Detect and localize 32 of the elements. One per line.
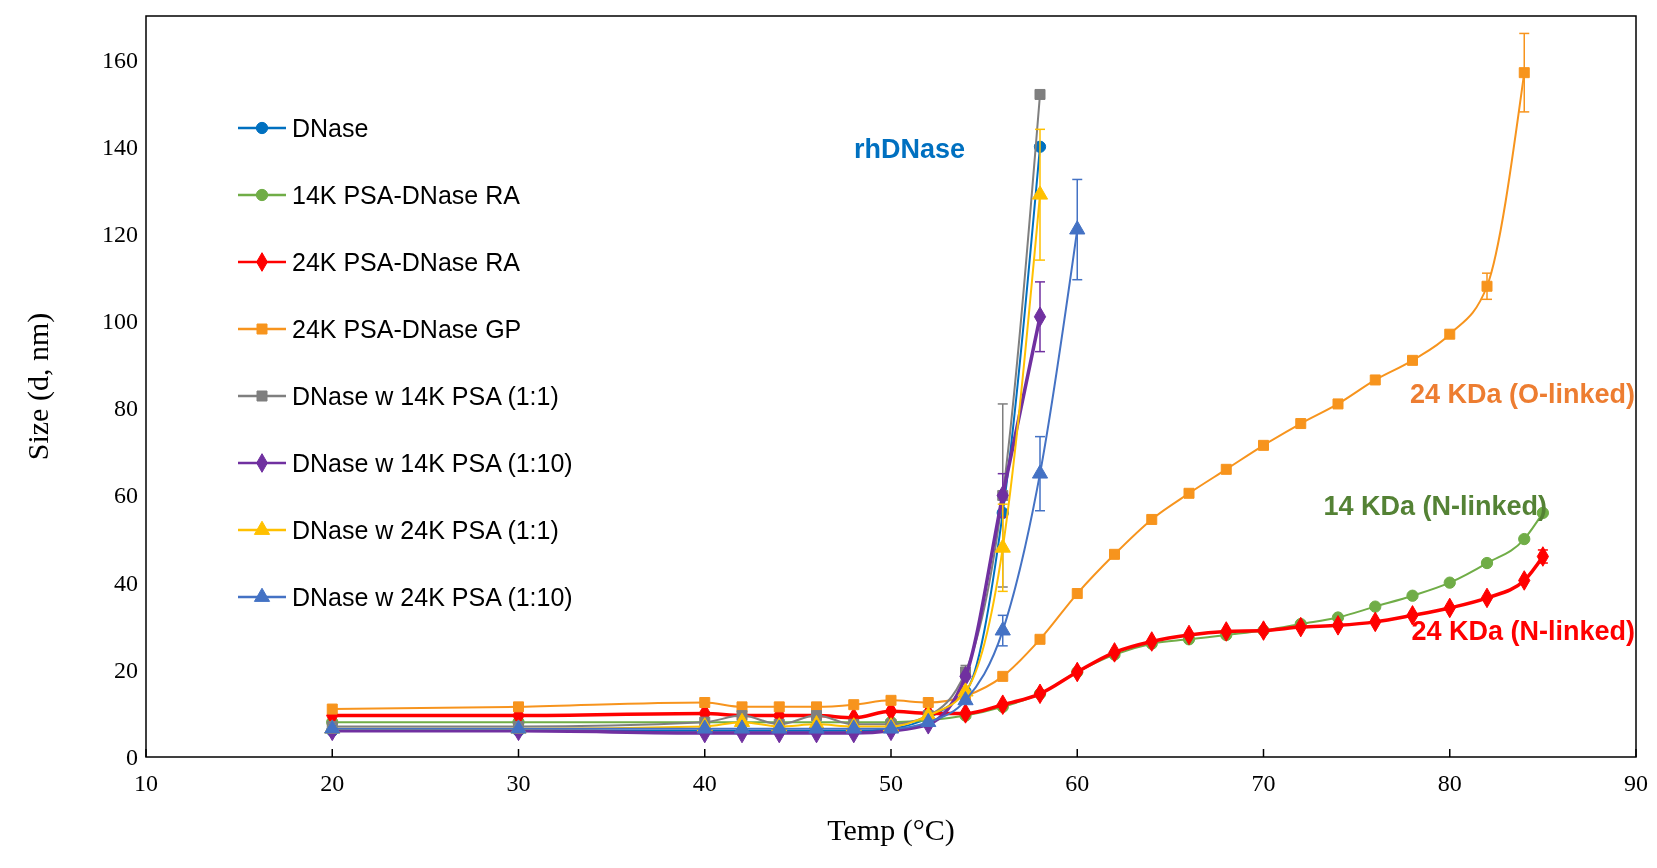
x-tick-label: 60 xyxy=(1065,770,1090,796)
y-tick-label: 40 xyxy=(114,569,138,596)
x-axis-title: Temp (°C) xyxy=(827,813,955,847)
x-tick-label: 90 xyxy=(1624,770,1648,796)
x-tick-label: 70 xyxy=(1251,770,1276,796)
y-tick-label: 80 xyxy=(114,395,138,422)
legend-label: DNase w 24K PSA (1:10) xyxy=(292,583,573,611)
legend-label: DNase w 24K PSA (1:1) xyxy=(292,516,559,544)
y-tick-label: 0 xyxy=(126,744,138,770)
x-tick-label: 50 xyxy=(879,770,903,796)
x-tick-label: 10 xyxy=(134,770,158,796)
legend-label: DNase xyxy=(292,114,369,142)
y-tick-label: 120 xyxy=(102,220,138,247)
y-tick-label: 20 xyxy=(114,656,138,683)
annotation: 24 KDa (O-linked) xyxy=(1409,379,1635,409)
y-axis-title: Size (d, nm) xyxy=(21,312,55,461)
x-tick-label: 30 xyxy=(506,770,531,796)
annotation: 24 KDa (N-linked) xyxy=(1411,616,1635,646)
y-tick-label: 140 xyxy=(102,133,138,160)
x-tick-label: 80 xyxy=(1437,770,1462,796)
legend-label: 14K PSA-DNase RA xyxy=(292,181,521,209)
annotation: rhDNase xyxy=(853,134,965,164)
y-tick-label: 160 xyxy=(102,46,138,73)
y-tick-label: 60 xyxy=(114,482,138,509)
x-tick-label: 20 xyxy=(320,770,345,796)
y-tick-label: 100 xyxy=(102,308,138,335)
legend-label: DNase w 14K PSA (1:10) xyxy=(292,449,573,477)
x-tick-label: 40 xyxy=(692,770,717,796)
annotation: 14 KDa (N-linked) xyxy=(1323,491,1547,521)
legend-label: 24K PSA-DNase GP xyxy=(292,315,522,343)
legend-label: DNase w 14K PSA (1:1) xyxy=(292,382,559,410)
legend-label: 24K PSA-DNase RA xyxy=(292,248,521,276)
